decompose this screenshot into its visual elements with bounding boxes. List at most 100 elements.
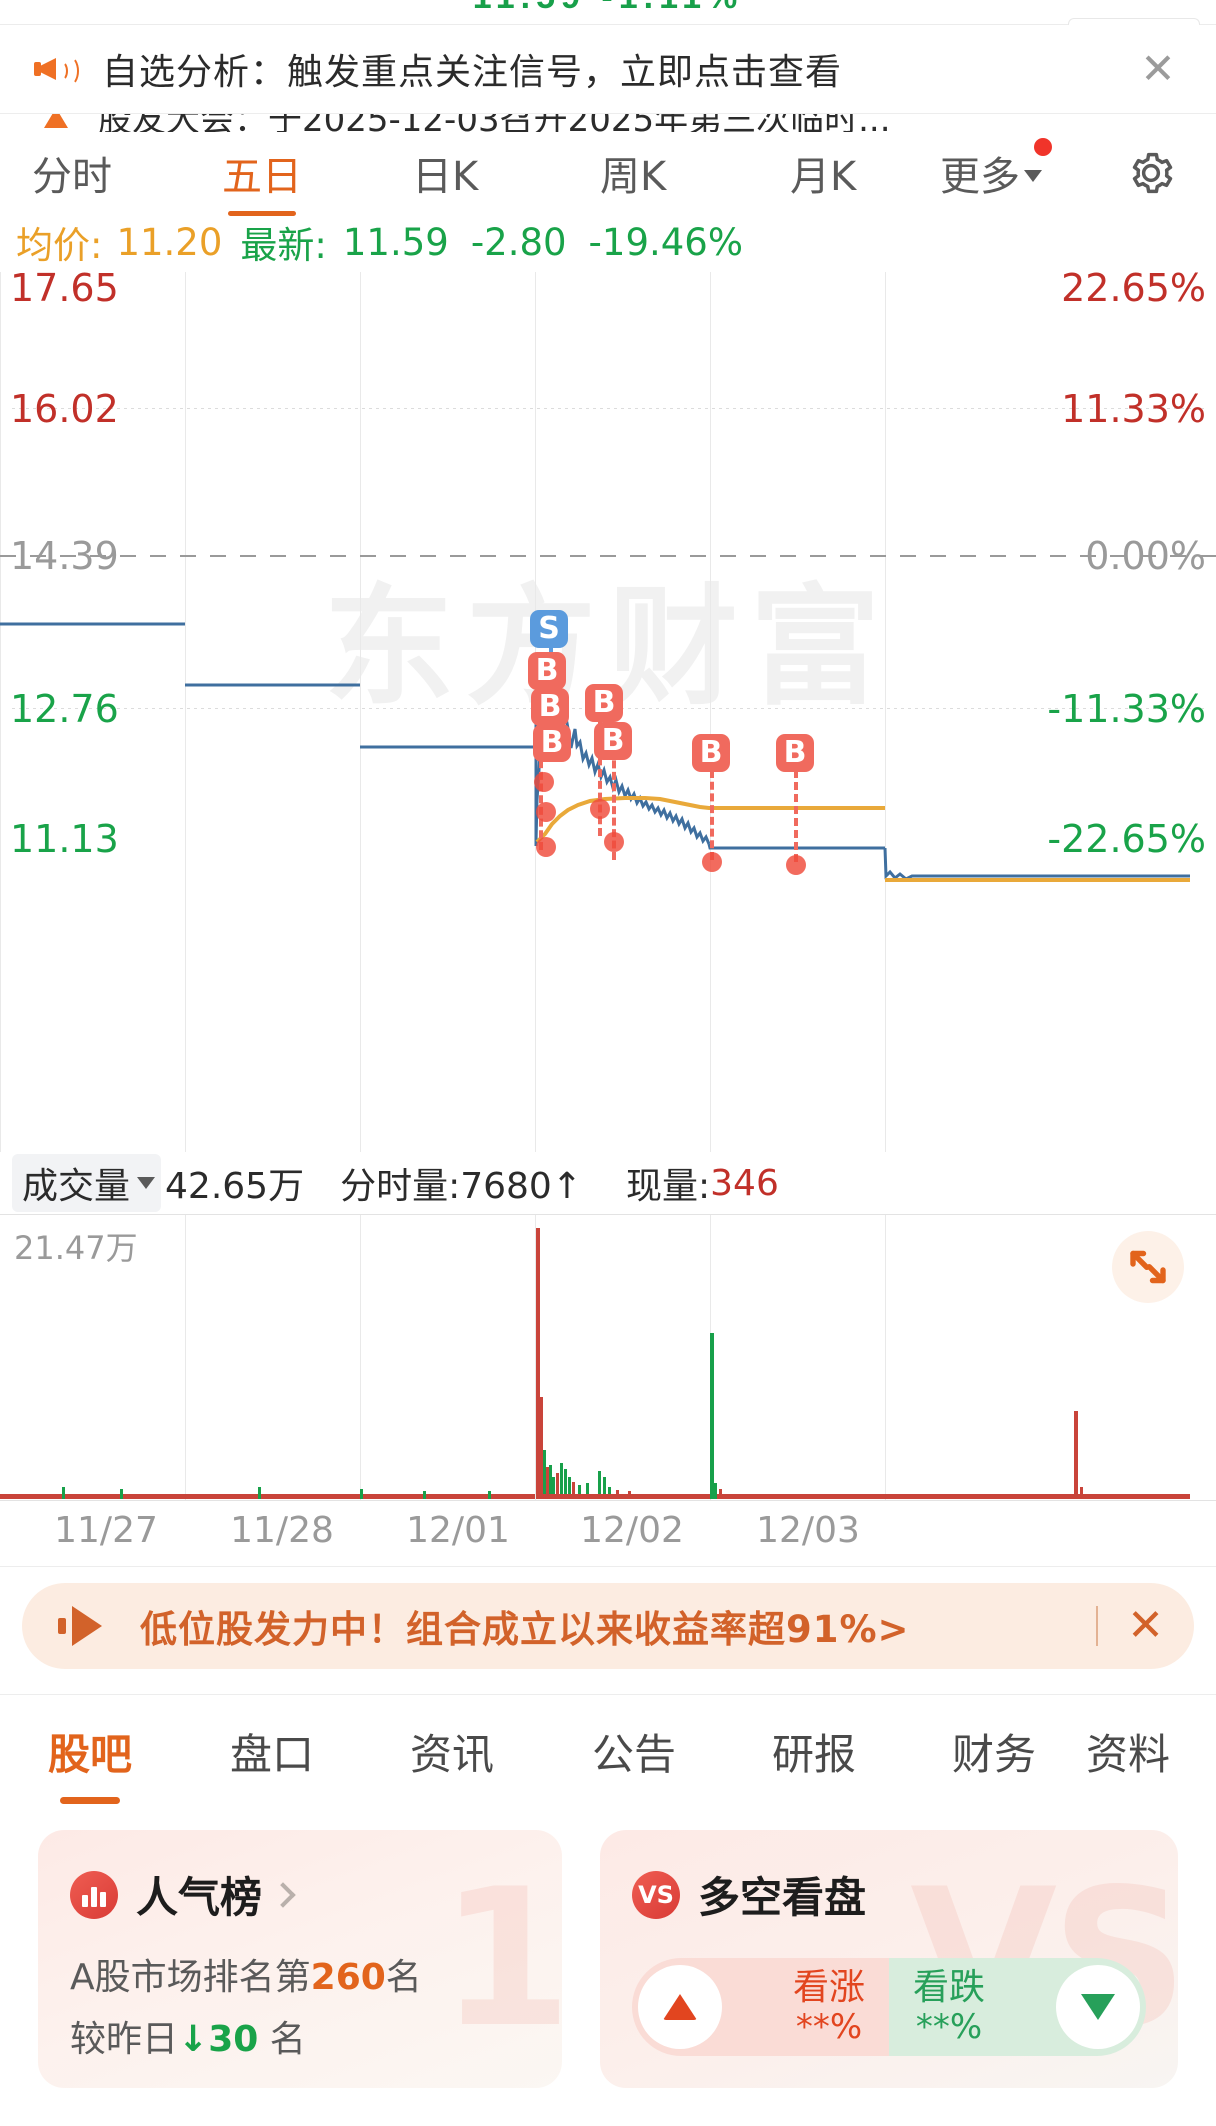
y-label-right-2: 0.00% [1085, 534, 1206, 578]
volume-total: 42.65万 [165, 1166, 305, 1207]
buy-marker-5[interactable]: B [594, 722, 632, 760]
card-ghost-text: 1 [439, 1848, 562, 2069]
content-divider [0, 1694, 1216, 1695]
promo-divider [1096, 1606, 1098, 1646]
notification-dot [1034, 138, 1052, 156]
announcement-text: 自选分析：触发重点关注信号，立即点击查看 [102, 52, 843, 93]
bullish-knob[interactable] [638, 1965, 722, 2049]
date-label-1: 11/28 [230, 1510, 334, 1551]
price-chart[interactable]: 东方财富 17.65 16.02 14.39 12.76 11.13 22.65… [0, 266, 1216, 1152]
y-label-right-0: 22.65% [1061, 266, 1206, 310]
date-label-3: 12/02 [580, 1510, 684, 1551]
popularity-card[interactable]: 1 人气榜 A股市场排名第260名 较昨日↓30 名 [38, 1830, 562, 2088]
price-change-pct: -19.46% [588, 220, 743, 264]
caret-down-icon [137, 1177, 156, 1189]
last-price-label: 最新: [240, 224, 327, 267]
chevron-right-icon[interactable] [270, 1881, 296, 1908]
bullish-value: **% [795, 2007, 863, 2048]
sentiment-card[interactable]: VS VS 多空看盘 看涨 **% 看跌 [600, 1830, 1178, 2088]
gear-icon[interactable] [1125, 147, 1177, 199]
chart-period-tabs: 分时 五日 日K 周K 月K 更多 [0, 132, 1216, 214]
tab-zhouk[interactable]: 周K [600, 154, 667, 200]
y-label-right-3: -11.33% [1047, 687, 1206, 731]
content-tabs: 股吧 盘口 资讯 公告 研报 财务 资料 [0, 1695, 1216, 1807]
bearish-half[interactable]: 看跌 **% [889, 1958, 1146, 2056]
expand-chart-button[interactable] [1112, 1231, 1184, 1303]
y-label-left-1: 16.02 [10, 387, 119, 431]
tab-yanbao[interactable]: 研报 [772, 1729, 857, 1779]
volume-now-value: 346 [710, 1162, 779, 1204]
ranking-podium-icon [70, 1870, 118, 1919]
top-right-stub [1068, 18, 1200, 29]
tab-gonggao[interactable]: 公告 [592, 1729, 677, 1779]
axis-divider [0, 1566, 1216, 1567]
announcement-bar-secondary[interactable]: 股友大会：于2025-12-03召开2025年第三次临时... [0, 114, 1216, 132]
sentiment-bar: 看涨 **% 看跌 **% [632, 1958, 1146, 2056]
buy-marker-2[interactable]: B [531, 688, 569, 726]
bearish-label: 看跌 [913, 1967, 986, 2009]
volume-indicator-label: 成交量 [22, 1166, 131, 1207]
tab-wuri[interactable]: 五日 [222, 144, 302, 202]
close-icon[interactable]: ✕ [1127, 1600, 1164, 1651]
popularity-card-header: 人气榜 [70, 1864, 296, 1925]
rank-suffix: 名 [385, 1957, 422, 1998]
tab-fenshi[interactable]: 分时 [32, 154, 112, 200]
promo-text: 低位股发力中！组合成立以来收益率超91%> [140, 1608, 910, 1651]
tab-more[interactable]: 更多 [940, 138, 1052, 202]
megaphone-icon [34, 49, 80, 89]
tab-yuek[interactable]: 月K [790, 154, 857, 200]
volume-header: 成交量 42.65万 分时量:7680↑ 现量: 346 [0, 1152, 1216, 1214]
announcement-secondary-text: 股友大会：于2025-12-03召开2025年第三次临时... [98, 114, 891, 132]
bearish-knob[interactable] [1056, 1965, 1140, 2049]
vs-icon: VS [632, 1870, 680, 1919]
bullish-half[interactable]: 看涨 **% [632, 1958, 889, 2056]
sentiment-card-title: 多空看盘 [698, 1873, 867, 1922]
close-icon[interactable]: ✕ [1140, 44, 1176, 93]
tab-caiwu[interactable]: 财务 [952, 1729, 1037, 1779]
expand-arrows-icon [1130, 1250, 1166, 1284]
sell-marker[interactable]: S [530, 610, 568, 648]
y-label-left-0: 17.65 [10, 266, 119, 310]
triangle-up-icon [663, 1994, 697, 2020]
buy-marker-3[interactable]: B [533, 724, 571, 762]
rank-prefix: A股市场排名第 [70, 1957, 311, 1998]
delta-value: 30 [208, 2019, 259, 2060]
buy-marker-7[interactable]: B [776, 734, 814, 772]
bearish-value: **% [915, 2007, 983, 2048]
promo-banner[interactable]: 低位股发力中！组合成立以来收益率超91%> ✕ [22, 1583, 1194, 1669]
popularity-delta-line: 较昨日↓30 名 [70, 2010, 306, 2062]
megaphone-icon [58, 1604, 114, 1648]
avg-price-label: 均价: [16, 224, 103, 267]
sentiment-card-header: VS 多空看盘 [632, 1864, 866, 1925]
popularity-rank-line: A股市场排名第260名 [70, 1948, 422, 2000]
clipped-quote-strip: 11.59 -1.11% [0, 0, 1216, 16]
triangle-down-icon [1081, 1994, 1115, 2020]
volume-bars-svg [0, 1228, 1190, 1499]
quote-bar: 均价: 11.20 最新: 11.59 -2.80 -19.46% [0, 212, 1216, 272]
delta-suffix: 名 [258, 2019, 306, 2060]
volume-chart[interactable]: 21.47万 [0, 1214, 1216, 1501]
buy-marker-1[interactable]: B [528, 652, 566, 690]
y-label-left-4: 11.13 [10, 817, 119, 861]
chevron-down-icon [1024, 170, 1042, 182]
buy-marker-4[interactable]: B [585, 684, 623, 722]
alert-triangle-icon [40, 114, 74, 132]
top-divider [0, 24, 1216, 25]
y-label-left-2: 14.39 [10, 534, 119, 578]
tab-pankou[interactable]: 盘口 [230, 1729, 315, 1779]
volume-max-label: 21.47万 [14, 1229, 138, 1267]
avg-price-value: 11.20 [116, 220, 223, 264]
info-cards: 1 人气榜 A股市场排名第260名 较昨日↓30 名 VS VS 多空看盘 [0, 1830, 1216, 2126]
announcement-bar[interactable]: 自选分析：触发重点关注信号，立即点击查看 ✕ [0, 25, 1216, 114]
buy-marker-6[interactable]: B [692, 734, 730, 772]
volume-indicator-selector[interactable]: 成交量 [12, 1154, 162, 1212]
y-label-right-4: -22.65% [1047, 817, 1206, 861]
date-axis: 11/27 11/28 12/01 12/02 12/03 [0, 1500, 1216, 1562]
tab-guba[interactable]: 股吧 [48, 1721, 132, 1782]
tab-ziliao[interactable]: 资料 [1085, 1729, 1171, 1779]
tab-zixun[interactable]: 资讯 [410, 1729, 495, 1779]
tab-rik[interactable]: 日K [412, 154, 479, 200]
price-change-value: -2.80 [470, 220, 567, 264]
y-label-right-1: 11.33% [1061, 387, 1206, 431]
